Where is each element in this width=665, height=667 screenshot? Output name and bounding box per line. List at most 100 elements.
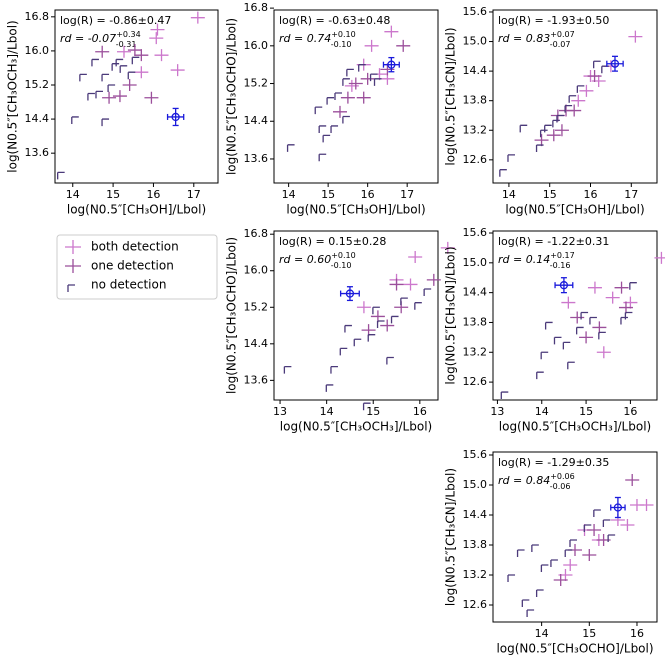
- data-point: [516, 549, 525, 557]
- data-point: [150, 23, 165, 36]
- y-axis-label: log(N0.5″[CH₃CN]/Lbol): [444, 468, 458, 606]
- legend-marker: [65, 259, 81, 273]
- y-tick-label: 14.4: [463, 508, 488, 521]
- legend-frame: [56, 234, 218, 300]
- data-point: [625, 474, 640, 486]
- data-point: [408, 251, 423, 264]
- data-point: [358, 64, 366, 72]
- y-tick-label: 15.2: [244, 77, 269, 90]
- rd-value: rd = 0.60: [279, 253, 331, 266]
- data-point: [127, 44, 142, 57]
- data-point: [400, 297, 408, 306]
- plot-frame: [492, 9, 658, 184]
- plot-frame: [492, 451, 658, 623]
- y-tick-label: 15.0: [463, 478, 488, 491]
- data-point: [330, 125, 339, 133]
- y-tick-label: 15.6: [463, 5, 488, 18]
- y-tick-label: 14.4: [25, 112, 50, 125]
- y-tick-label: 16.8: [244, 227, 269, 240]
- y-axis-label: log(N0.5″[CH₃OCH₃]/Lbol): [6, 20, 20, 172]
- legend-label: one detection: [91, 259, 174, 273]
- x-axis-label: log(N0.5″[CH₃OH]/Lbol): [286, 203, 425, 217]
- rd-upper: +0.06: [550, 472, 575, 481]
- data-point: [346, 68, 354, 77]
- data-point: [535, 144, 544, 153]
- data-point: [414, 302, 422, 310]
- data-point: [334, 92, 342, 100]
- y-tick-label: 14.4: [244, 337, 269, 350]
- y-axis-label: log(N0.5″[CH₃OCHO]/Lbol): [225, 18, 239, 175]
- y-tick-label: 13.6: [244, 152, 269, 165]
- data-point: [592, 321, 607, 334]
- x-tick-label: 17: [624, 188, 638, 201]
- x-tick-label: 16: [361, 188, 375, 201]
- data-point: [364, 39, 379, 52]
- y-tick-label: 13.8: [463, 94, 488, 107]
- data-point: [367, 334, 376, 342]
- annotation-logr: log(R) = -1.93±0.50: [498, 14, 609, 27]
- highlight-point: [345, 289, 355, 298]
- data-point: [340, 91, 355, 104]
- data-point: [569, 539, 577, 547]
- data-point: [507, 154, 515, 162]
- y-tick-label: 15.2: [244, 300, 269, 313]
- data-point: [134, 66, 149, 79]
- y-tick-label: 13.2: [463, 123, 488, 136]
- data-point: [556, 114, 564, 123]
- rd-upper: +0.34: [116, 30, 141, 39]
- data-point: [170, 64, 185, 77]
- data-point: [607, 534, 616, 542]
- data-point: [593, 509, 601, 517]
- data-point: [376, 320, 385, 328]
- data-point: [576, 85, 585, 93]
- data-point: [544, 321, 553, 330]
- rd-lower: -0.10: [331, 261, 352, 270]
- data-point: [144, 91, 159, 104]
- data-point: [102, 91, 117, 104]
- data-point: [561, 296, 576, 309]
- x-tick-label: 16: [584, 188, 598, 201]
- data-point: [554, 124, 569, 137]
- data-point: [579, 331, 594, 344]
- annotation-rd: rd = 0.74+0.10 -0.10: [279, 30, 356, 49]
- data-point: [107, 84, 116, 92]
- data-point: [322, 134, 331, 143]
- y-tick-label: 13.6: [244, 373, 269, 386]
- y-tick-label: 15.6: [463, 226, 488, 239]
- data-point: [390, 315, 399, 324]
- data-point: [567, 361, 575, 370]
- data-point: [575, 326, 584, 335]
- data-point: [605, 291, 620, 304]
- highlight-point: [610, 59, 620, 68]
- rd-value: rd = 0.83: [498, 32, 550, 45]
- data-point: [568, 95, 577, 103]
- data-point: [596, 346, 611, 359]
- data-point: [87, 92, 95, 101]
- data-point: [131, 56, 140, 65]
- data-point: [149, 32, 164, 45]
- data-point: [344, 79, 359, 92]
- data-point: [507, 574, 516, 582]
- x-tick-label: 15: [106, 188, 120, 201]
- legend-label: no detection: [91, 278, 166, 292]
- plot-frame: [273, 9, 439, 184]
- annotation-rd: rd = 0.83+0.07 -0.07: [498, 30, 575, 49]
- rd-lower: -0.31: [116, 40, 137, 49]
- y-axis-label: log(N0.5″[CH₃CN]/Lbol): [444, 27, 458, 165]
- data-point: [499, 169, 507, 177]
- data-point: [396, 39, 411, 52]
- data-point: [562, 341, 571, 350]
- rd-lower: -0.16: [550, 261, 571, 270]
- rd-upper: +0.07: [550, 30, 575, 39]
- y-tick-label: 15.0: [463, 256, 488, 269]
- data-point: [95, 45, 110, 58]
- x-tick-label: 16: [623, 405, 637, 418]
- data-point: [593, 60, 601, 69]
- y-tick-label: 15.0: [463, 35, 488, 48]
- data-point: [318, 153, 327, 162]
- data-point: [553, 336, 562, 345]
- x-axis-label: log(N0.5″[CH₃OH]/Lbol): [67, 203, 206, 217]
- data-point: [552, 119, 560, 128]
- plot-frame: [54, 9, 219, 184]
